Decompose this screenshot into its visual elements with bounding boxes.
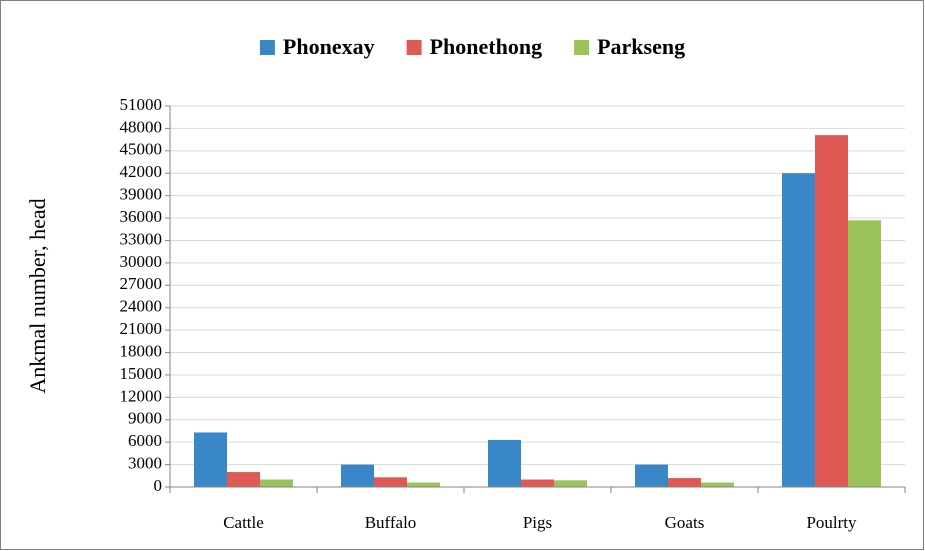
legend-text: Phonexay [283, 34, 375, 59]
bar [341, 464, 374, 487]
bar [227, 472, 260, 487]
y-tick-label: 39000 [120, 185, 163, 204]
legend-text: Parkseng [597, 34, 685, 59]
y-tick-label: 3000 [128, 453, 162, 472]
bar [815, 135, 848, 487]
y-tick-label: 33000 [120, 229, 163, 248]
y-axis-label: Ankmal number, head [25, 198, 50, 393]
y-tick-label: 36000 [120, 207, 163, 226]
y-tick-label: 18000 [120, 341, 163, 360]
y-tick-label: 21000 [120, 319, 163, 338]
y-tick-label: 42000 [120, 162, 163, 181]
bar [194, 432, 227, 487]
legend-swatch [406, 40, 422, 55]
bar [635, 464, 668, 487]
bar [374, 477, 407, 487]
legend-text: Phonethong [430, 34, 542, 59]
x-tick-label: Poulrty [806, 513, 857, 532]
bar [848, 220, 881, 488]
y-tick-label: 15000 [120, 364, 163, 383]
bar [668, 478, 701, 487]
bar [782, 173, 815, 487]
y-tick-label: 30000 [120, 252, 163, 271]
legend-swatch [259, 40, 275, 55]
y-tick-label: 12000 [120, 386, 163, 405]
x-tick-label: Pigs [523, 513, 552, 532]
y-tick-label: 6000 [128, 431, 162, 450]
y-tick-label: 0 [154, 476, 163, 495]
bar [701, 482, 734, 487]
x-tick-label: Goats [665, 513, 705, 532]
y-tick-label: 51000 [120, 95, 163, 114]
y-tick-label: 9000 [128, 409, 162, 428]
y-tick-label: 45000 [120, 140, 163, 159]
bar [521, 479, 554, 487]
y-tick-label: 24000 [120, 297, 163, 316]
bar [407, 482, 440, 487]
y-tick-label: 27000 [120, 274, 163, 293]
legend-swatch [574, 40, 590, 55]
bar [488, 439, 521, 487]
x-tick-label: Cattle [223, 513, 264, 532]
x-tick-label: Buffalo [365, 513, 417, 532]
bar [554, 480, 587, 487]
y-tick-label: 48000 [120, 117, 163, 136]
bar [260, 479, 293, 487]
